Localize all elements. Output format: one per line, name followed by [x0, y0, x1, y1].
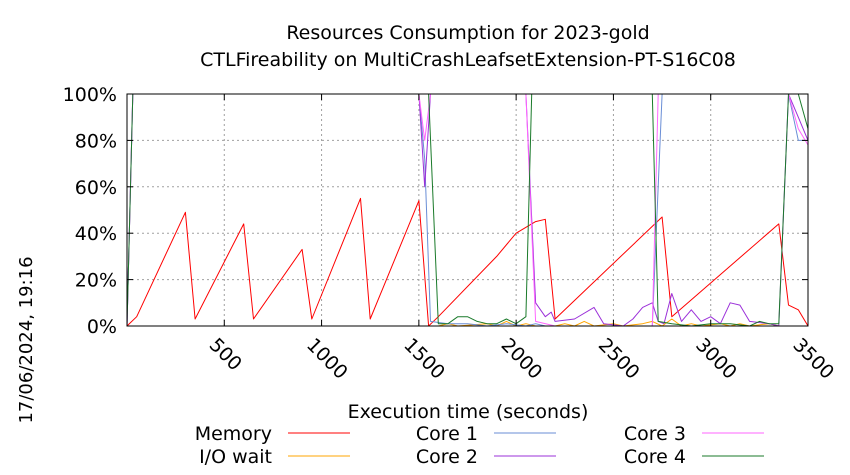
- x-tick-label: 3000: [691, 334, 741, 384]
- plot-frame: [126, 93, 809, 327]
- x-tick-label: 500: [205, 334, 246, 375]
- series-i-o-wait: [127, 318, 789, 326]
- legend-label-memory: Memory: [195, 423, 272, 445]
- series-layer: [127, 94, 808, 326]
- x-tick-label: 2500: [594, 334, 644, 384]
- y-tick-label: 0%: [87, 316, 117, 338]
- series-core-3: [127, 94, 808, 326]
- y-tick-label: 20%: [75, 270, 117, 292]
- series-core-4: [127, 94, 808, 326]
- series-core-1: [127, 94, 808, 326]
- x-tick-label: 3500: [788, 334, 838, 384]
- legend-label-core-4: Core 4: [624, 446, 686, 468]
- y-tick-label: 100%: [63, 84, 117, 106]
- x-tick-label: 1500: [399, 334, 449, 384]
- y-tick-label: 60%: [75, 177, 117, 199]
- legend-label-core-1: Core 1: [416, 423, 478, 445]
- legend-label-core-3: Core 3: [624, 423, 686, 445]
- legend-label-core-2: Core 2: [416, 446, 478, 468]
- y-tick-label: 80%: [75, 130, 117, 152]
- grid: [127, 94, 808, 326]
- x-tick-label: 1000: [302, 334, 352, 384]
- series-core-2: [127, 94, 808, 326]
- legend-label-i-o-wait: I/O wait: [199, 446, 272, 468]
- x-axis: 500 1000 1500 2000 2500 3000 3500: [205, 94, 838, 384]
- y-axis: 0% 20% 40% 60% 80% 100%: [63, 84, 808, 338]
- x-axis-label: Execution time (seconds): [348, 401, 589, 423]
- chart-subtitle: CTLFireability on MultiCrashLeafsetExten…: [200, 49, 736, 71]
- x-tick-label: 2000: [497, 334, 547, 384]
- y-tick-label: 40%: [75, 223, 117, 245]
- timestamp: 17/06/2024, 19:16: [16, 256, 37, 423]
- chart-title: Resources Consumption for 2023-gold: [286, 22, 649, 44]
- series-memory: [127, 197, 808, 326]
